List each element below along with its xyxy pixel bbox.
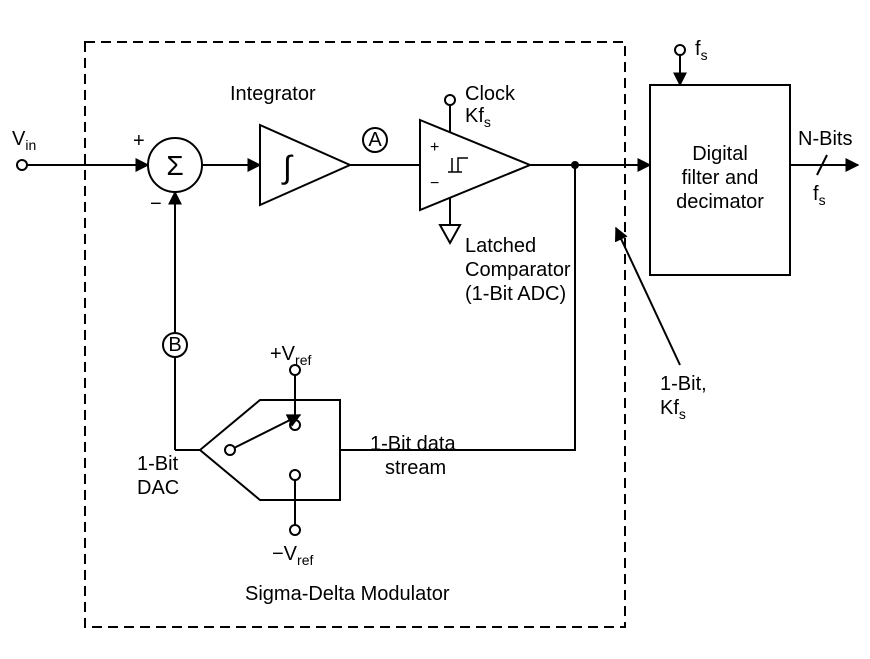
dac-switch-bot <box>290 470 300 480</box>
comp-plus: + <box>430 139 439 156</box>
comparator-label-1: Latched <box>465 235 536 257</box>
vin-label: Vin <box>12 128 36 153</box>
nbits-label: N-Bits <box>798 128 852 150</box>
onebit-label-1: 1-Bit, <box>660 373 707 395</box>
onebit-data-l2: stream <box>385 457 446 479</box>
dac-block <box>200 400 340 500</box>
dac-switch-top <box>290 420 300 430</box>
fs-label: fs <box>695 38 708 63</box>
onebit-label-2: Kfs <box>660 397 686 422</box>
clock-label-1: Clock <box>465 83 516 105</box>
fs-terminal <box>675 45 685 55</box>
clock-label-2: Kfs <box>465 105 491 130</box>
clock-terminal <box>445 95 455 105</box>
sum-minus: − <box>150 193 162 215</box>
modulator-box <box>85 42 625 627</box>
comp-minus: − <box>430 175 439 192</box>
dac-switch-pivot <box>225 445 235 455</box>
sigma-symbol: Σ <box>166 150 183 181</box>
nvref-terminal <box>290 525 300 535</box>
modulator-caption: Sigma-Delta Modulator <box>245 583 450 605</box>
comp-gnd-symbol <box>440 225 460 243</box>
comparator-label-3: (1-Bit ADC) <box>465 283 566 305</box>
comparator-label-2: Comparator <box>465 259 571 281</box>
digital-label-2: filter and <box>682 167 759 189</box>
dac-label-1: 1-Bit <box>137 453 179 475</box>
digital-label-3: decimator <box>676 191 764 213</box>
dac-label-2: DAC <box>137 477 179 499</box>
sum-plus: + <box>133 130 145 152</box>
comparator-block <box>420 120 530 210</box>
integrator-block <box>260 125 350 205</box>
pvref-label: +Vref <box>270 343 311 368</box>
integrator-label: Integrator <box>230 83 316 105</box>
feedback-wire <box>340 165 575 450</box>
vin-terminal <box>17 160 27 170</box>
digital-label-1: Digital <box>692 143 748 165</box>
nbits-fs-label: fs <box>813 183 826 208</box>
nvref-label: −Vref <box>272 543 313 568</box>
node-b-label: B <box>168 334 181 356</box>
onebit-data-l1: 1-Bit data <box>370 433 456 455</box>
node-a-label: A <box>368 129 382 151</box>
